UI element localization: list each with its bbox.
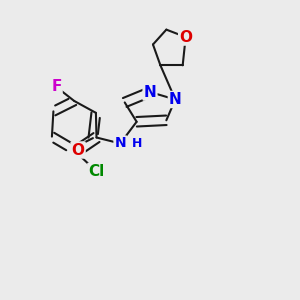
Text: O: O [179,30,192,45]
Text: N: N [144,85,156,100]
Text: N: N [115,136,126,151]
Text: H: H [132,137,142,150]
Text: N: N [169,92,182,107]
Text: Cl: Cl [88,164,105,179]
Text: O: O [72,142,85,158]
Text: F: F [51,80,62,94]
